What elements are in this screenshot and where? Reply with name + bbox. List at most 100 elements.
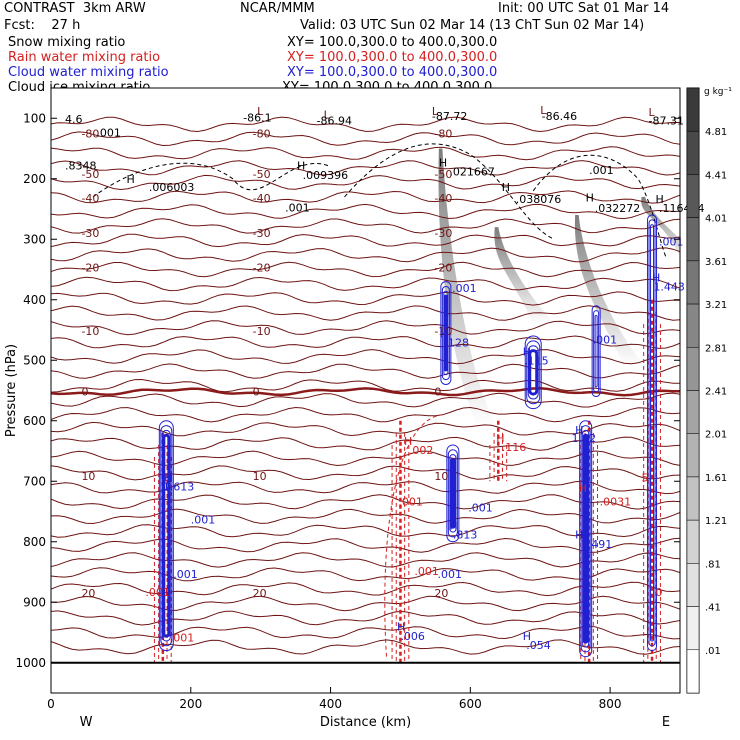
- contour-annotation: H: [440, 327, 448, 340]
- snow-shade-plume: [494, 227, 555, 324]
- y-tick-label: 600: [23, 414, 46, 428]
- isotherm-line: [51, 276, 680, 292]
- cloud-water-contour: [593, 310, 600, 393]
- y-tick-label: 500: [23, 353, 46, 367]
- y-tick-label: 900: [23, 595, 46, 609]
- field-label-snow: Snow mixing ratio: [8, 35, 126, 50]
- x-end-label-west: W: [80, 715, 93, 730]
- isotherm-line: [51, 450, 680, 467]
- cloud-water-contour: [441, 285, 450, 381]
- contour-annotation: .001: [452, 282, 477, 295]
- isotherm-line: [51, 552, 680, 568]
- isotherm-line: [51, 480, 680, 495]
- y-tick-label: 800: [23, 535, 46, 549]
- colorbar-label: 1.21: [705, 516, 727, 527]
- cloud-water-contour: [440, 281, 452, 385]
- plot-frame: [50, 87, 681, 694]
- isotherm-line: [51, 436, 680, 451]
- isotherm-label: 10: [434, 470, 448, 483]
- cloud-water-contour: [528, 349, 539, 396]
- contour-annotation: H: [502, 181, 510, 194]
- colorbar-label: 1.61: [705, 473, 727, 484]
- isotherm-label: -10: [434, 325, 452, 338]
- forecast-hour: Fcst: 27 h: [4, 18, 81, 33]
- model-title: CONTRAST 3km ARW: [4, 1, 146, 16]
- x-tick-label: 800: [599, 697, 622, 711]
- contour-annotation: H: [586, 192, 594, 205]
- isotherm-label: -80: [434, 127, 452, 140]
- contour-annotation: .006003: [149, 181, 195, 194]
- isotherm-line: [51, 581, 680, 597]
- contour-annotation: L: [432, 105, 439, 118]
- contour-annotation: .813: [453, 529, 478, 542]
- contour-annotation: 1.491: [581, 538, 613, 551]
- contour-annotation: H: [496, 432, 504, 445]
- isotherm-line: [51, 349, 680, 365]
- contour-annotation: H: [652, 272, 660, 285]
- colorbar-segment: [686, 433, 700, 478]
- isotherm-line: [51, 567, 680, 582]
- isotherm-label: -40: [81, 192, 99, 205]
- isotherm-line: [51, 131, 680, 147]
- contour-annotation: H: [397, 621, 405, 634]
- contour-annotation: .006: [400, 630, 425, 643]
- contour-annotation: H: [575, 529, 583, 542]
- isotherm-line: [51, 335, 680, 349]
- isotherm-line: [51, 261, 680, 278]
- cloud-water-contour: [449, 457, 456, 529]
- contour-annotation: .001: [398, 495, 423, 508]
- contour-annotation: .0031: [600, 495, 632, 508]
- isotherm-label: 0: [253, 386, 260, 399]
- field-xy-cloud-water: XY= 100.0,300.0 to 400.0,300.0: [287, 65, 498, 80]
- colorbar-label: 2.81: [705, 343, 727, 354]
- isotherm-label: -20: [253, 262, 271, 275]
- isotherm-line: [51, 639, 680, 655]
- colorbar-label: 4.01: [705, 214, 727, 225]
- contour-annotation: .001: [170, 632, 195, 645]
- contour-annotation: .001: [285, 201, 310, 214]
- colorbar-label: .81: [705, 559, 721, 570]
- org-label: NCAR/MMM: [240, 1, 315, 16]
- isotherm-line: [51, 203, 680, 220]
- cloud-water-contour: [158, 420, 174, 652]
- cloud-water-contour: [594, 314, 598, 388]
- contour-annotation: -87.72: [432, 110, 467, 123]
- y-axis-title: Pressure (hPa): [4, 344, 19, 437]
- contour-annotation: L: [324, 108, 331, 121]
- isotherm-label: 20: [434, 587, 448, 600]
- colorbar-label: 2.01: [705, 430, 727, 441]
- cloud-water-contour: [580, 425, 591, 653]
- x-tick-label: 0: [47, 697, 55, 711]
- contour-annotation: .054: [526, 639, 551, 652]
- isotherm-label: -10: [253, 325, 271, 338]
- isotherm-line: [51, 625, 680, 640]
- y-tick-label: 300: [23, 232, 46, 246]
- isotherm-label: 20: [81, 587, 95, 600]
- contour-annotation: H: [656, 193, 664, 206]
- contour-annotation: .001: [437, 568, 462, 581]
- contour-annotation: .001: [191, 514, 216, 527]
- isotherm-line: [51, 508, 680, 525]
- cloud-water-contour: [443, 294, 448, 372]
- isotherm-line: [51, 218, 680, 234]
- isotherm-label: -30: [434, 227, 452, 240]
- isotherm-label: -50: [434, 168, 452, 181]
- field-label-rain: Rain water mixing ratio: [8, 50, 161, 65]
- contour-annotation: .001: [593, 333, 618, 346]
- contour-annotation: .116: [502, 441, 527, 454]
- contour-annotation: -86.46: [542, 110, 577, 123]
- y-tick-label: 100: [23, 111, 46, 125]
- isotherm-label: 10: [81, 470, 95, 483]
- isotherm-label: -50: [81, 168, 99, 181]
- isotherm-line: [51, 146, 680, 161]
- cloud-water-contour: [160, 425, 173, 647]
- colorbar-segment: [686, 130, 700, 175]
- colorbar-segment: [686, 303, 700, 348]
- isotherm-label: -30: [81, 227, 99, 240]
- contour-annotation: -86.1: [243, 111, 271, 124]
- isotherm-label: -30: [253, 227, 271, 240]
- y-tick-label: 1000: [15, 656, 46, 670]
- y-tick-label: 700: [23, 474, 46, 488]
